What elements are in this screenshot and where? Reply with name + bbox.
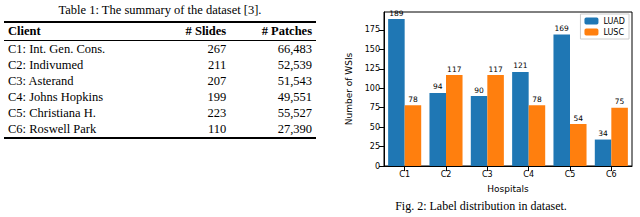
html-text:Table 1: The summary of the da: Table 1: The summary of the dataset [3].	[58, 3, 262, 17]
html-text:Client: Client	[8, 24, 41, 38]
html-text:66,483: 66,483	[277, 42, 312, 56]
svg-text:100: 100	[365, 84, 380, 93]
html-text:55,527: 55,527	[277, 106, 312, 120]
html-text:C5: Christiana H.: C5: Christiana H.	[8, 106, 96, 120]
svg-text:25: 25	[370, 142, 380, 151]
svg-text:125: 125	[365, 64, 380, 73]
svg-text:121: 121	[513, 61, 528, 70]
svg-text:0: 0	[375, 162, 380, 171]
html-text:Fig. 2: Label distribution in: Fig. 2: Label distribution in dataset.	[395, 199, 567, 213]
svg-text:75: 75	[370, 103, 380, 112]
svg-text:C6: C6	[606, 170, 617, 179]
html-text:C4: Johns Hopkins: C4: Johns Hopkins	[8, 90, 104, 104]
html-text:C1: Int. Gen. Cons.: C1: Int. Gen. Cons.	[8, 42, 106, 56]
svg-text:75: 75	[615, 97, 625, 106]
svg-text:LUSC: LUSC	[603, 28, 624, 37]
html-text:C2: Indivumed: C2: Indivumed	[8, 58, 84, 72]
svg-text:54: 54	[573, 114, 583, 123]
svg-text:C3: C3	[482, 170, 493, 179]
html-text:211: 211	[207, 58, 227, 72]
html-text:52,539: 52,539	[277, 58, 312, 72]
svg-text:Hospitals: Hospitals	[487, 184, 529, 194]
html-text:199: 199	[207, 90, 227, 104]
html-text:223: 223	[207, 106, 227, 120]
svg-text:117: 117	[488, 65, 503, 74]
html-text:27,390: 27,390	[277, 122, 312, 136]
svg-text:78: 78	[408, 95, 418, 104]
svg-text:78: 78	[532, 95, 542, 104]
svg-text:117: 117	[447, 65, 462, 74]
html-text:207: 207	[207, 74, 227, 88]
svg-text:150: 150	[365, 45, 380, 54]
svg-text:C2: C2	[441, 170, 452, 179]
svg-text:34: 34	[598, 129, 608, 138]
svg-text:175: 175	[365, 25, 380, 34]
html-text:# Slides: # Slides	[185, 24, 227, 38]
svg-text:50: 50	[370, 123, 380, 132]
html-text:# Patches: # Patches	[261, 24, 312, 38]
svg-text:C4: C4	[523, 170, 534, 179]
svg-text:189: 189	[389, 9, 404, 18]
html-text:C3: Asterand: C3: Asterand	[8, 74, 74, 88]
svg-text:90: 90	[474, 86, 484, 95]
svg-text:C5: C5	[565, 170, 576, 179]
svg-text:LUAD: LUAD	[603, 17, 625, 26]
html-text:110: 110	[207, 122, 227, 136]
html-text:49,551: 49,551	[277, 90, 312, 104]
html-text:267: 267	[207, 42, 227, 56]
svg-text:C1: C1	[399, 170, 410, 179]
svg-text:169: 169	[555, 24, 570, 33]
html-text:C6: Roswell Park: C6: Roswell Park	[8, 122, 97, 136]
svg-text:Number of WSIs: Number of WSIs	[344, 52, 354, 125]
html-text:51,543: 51,543	[277, 74, 312, 88]
svg-text:94: 94	[433, 82, 443, 91]
